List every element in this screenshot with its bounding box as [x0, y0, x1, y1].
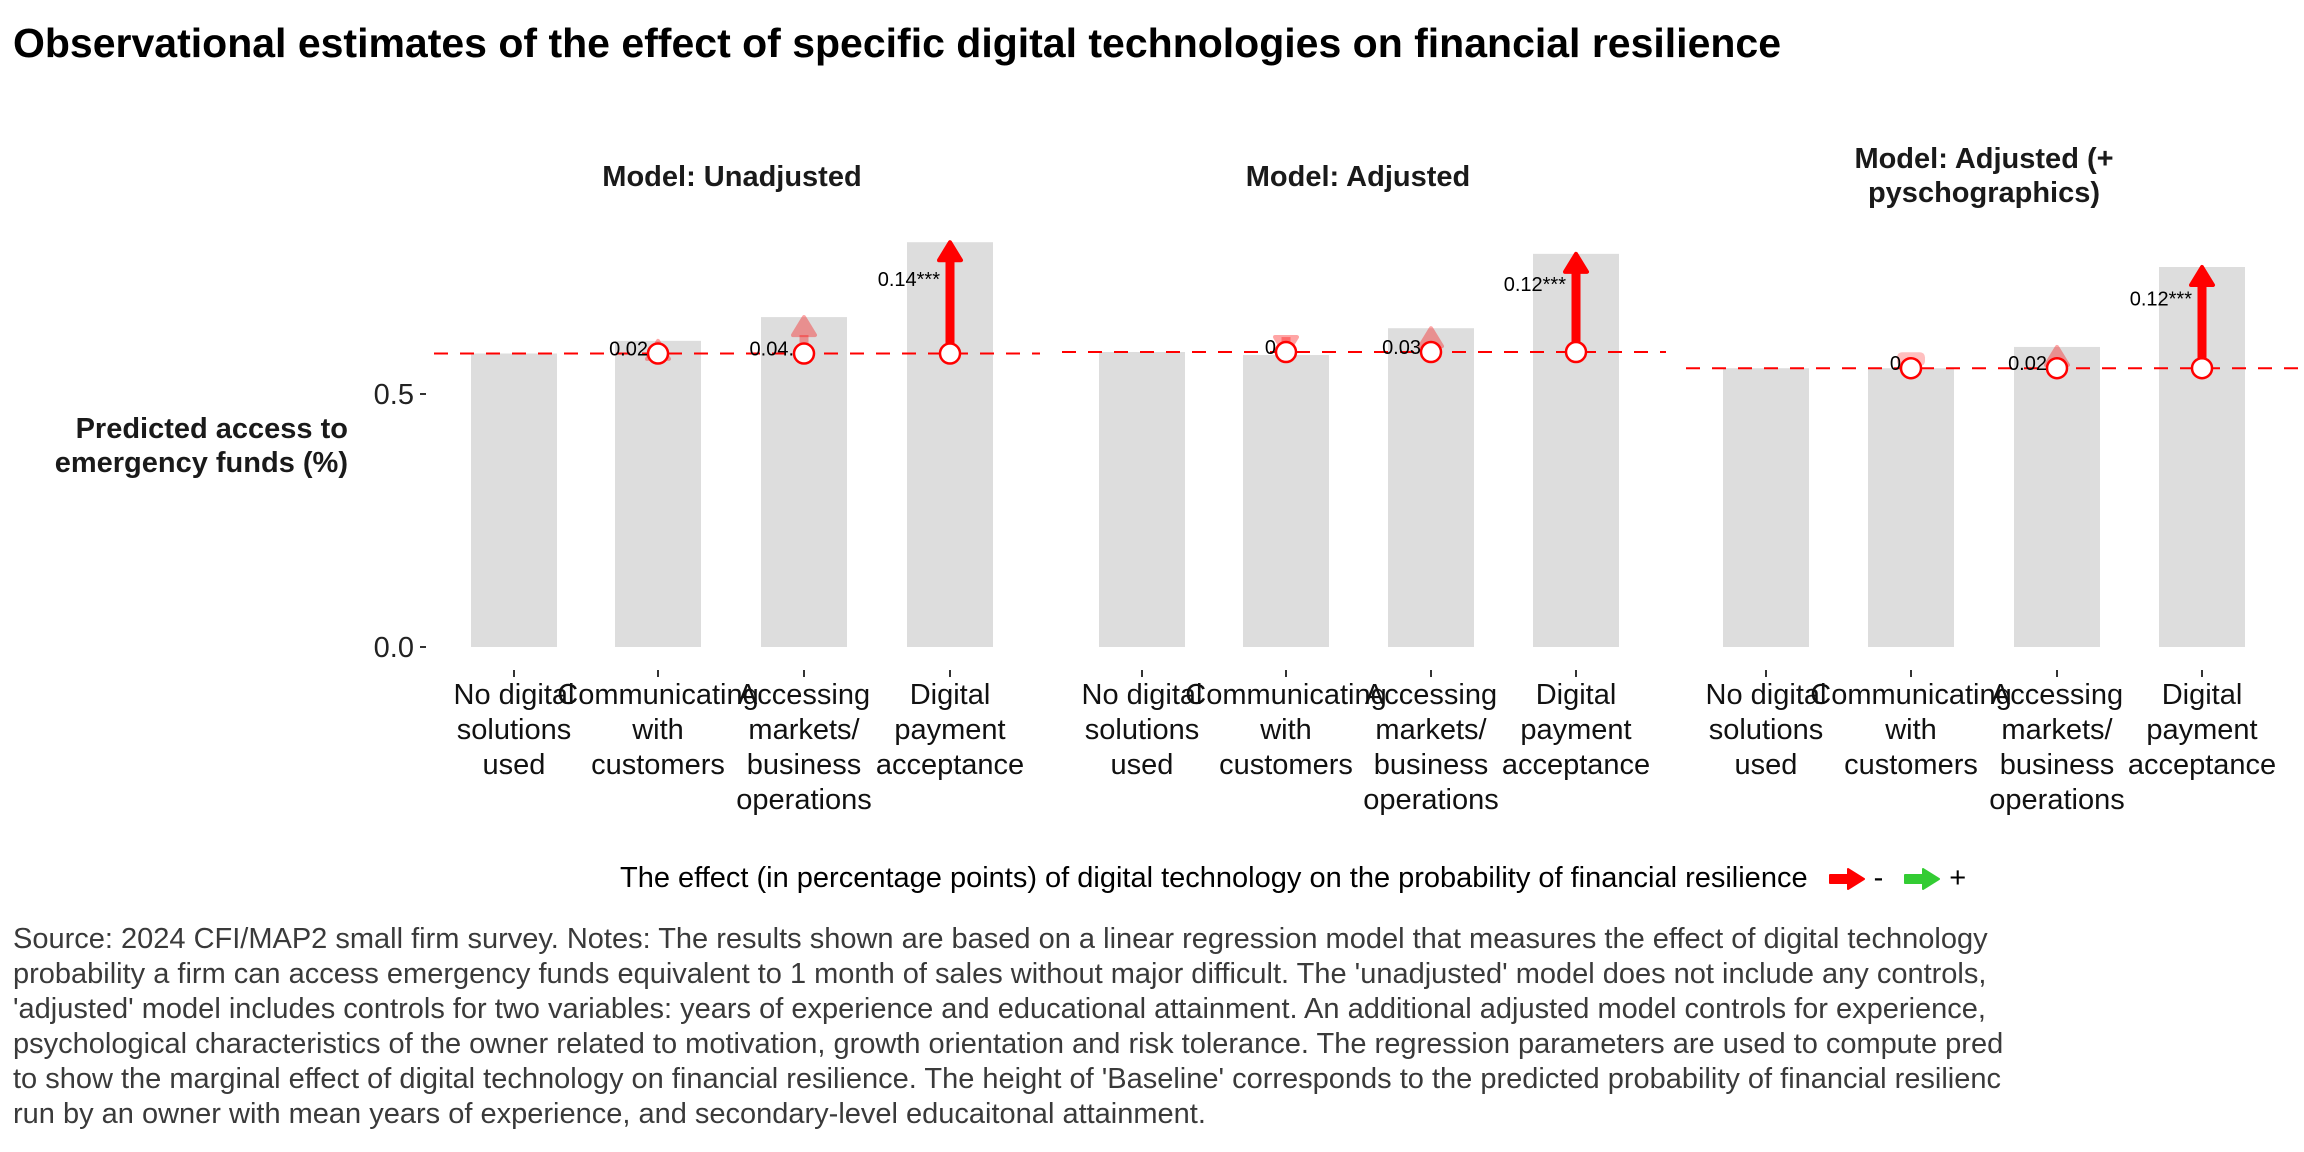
- bar: [1388, 328, 1474, 647]
- legend-label-negative: -: [1873, 862, 1884, 894]
- x-tick-label: customers: [591, 749, 725, 781]
- x-tick-label: solutions: [1709, 714, 1823, 746]
- y-tick-label: 0.5: [374, 379, 414, 411]
- panel-2: Model: Adjusted 0 0.03 0.12*** No digitalsol…: [1062, 161, 1666, 816]
- x-tick-label: operations: [736, 784, 871, 816]
- y-axis-label: Predicted access to: [76, 413, 348, 445]
- legend-item-negative: -: [1828, 862, 1884, 895]
- panels: Model: Unadjusted 0.02 0.04. 0.14*** No digi…: [434, 143, 2302, 816]
- arrow-right-icon: [1904, 867, 1941, 890]
- panel-title: pyschographics): [1868, 177, 2100, 209]
- effect-arrow-head: [2189, 264, 2215, 287]
- x-tick-label: with: [1884, 714, 1937, 746]
- x-tick-label: operations: [1989, 784, 2124, 816]
- baseline-point: [2045, 356, 2069, 380]
- effect-label: 0: [1265, 337, 1276, 359]
- effect-label: 0: [1890, 353, 1901, 375]
- legend-label-positive: +: [1949, 862, 1967, 894]
- effect-label: 0.14***: [878, 269, 940, 291]
- panel-3: Model: Adjusted (+pyschographics) 0 0.02 0.…: [1686, 143, 2302, 816]
- effect-arrow-head: [937, 240, 963, 263]
- effect-label: 0.04.: [750, 339, 794, 361]
- x-tick-label: markets/: [748, 714, 860, 746]
- x-tick-label: solutions: [1085, 714, 1199, 746]
- x-tick-label: markets/: [1375, 714, 1487, 746]
- baseline-point: [1899, 356, 1923, 380]
- x-tick-label: business: [2000, 749, 2114, 781]
- x-tick-label: business: [1374, 749, 1488, 781]
- bar: [1723, 368, 1809, 647]
- x-tick-label: business: [747, 749, 861, 781]
- x-tick-label: Accessing: [1991, 679, 2123, 711]
- effect-label: 0.12***: [2130, 289, 2192, 311]
- baseline-point: [1419, 340, 1443, 364]
- x-tick-label: Communicating: [557, 679, 758, 711]
- chart-title: Observational estimates of the effect of…: [13, 20, 1782, 66]
- x-tick-label: with: [631, 714, 684, 746]
- x-tick-label: Accessing: [738, 679, 870, 711]
- x-tick-label: operations: [1363, 784, 1498, 816]
- x-tick-label: payment: [2146, 714, 2257, 746]
- x-tick-label: acceptance: [2128, 749, 2276, 781]
- x-tick-label: Communicating: [1185, 679, 1386, 711]
- x-tick-label: customers: [1219, 749, 1353, 781]
- bar: [615, 340, 701, 647]
- arrow-right-icon: [1828, 867, 1865, 890]
- x-tick-label: payment: [1520, 714, 1631, 746]
- panel-title: Model: Adjusted (+: [1854, 143, 2113, 175]
- legend-item-positive: +: [1903, 862, 1966, 895]
- baseline-point: [938, 342, 962, 365]
- effect-label: 0.02: [2008, 353, 2047, 375]
- x-tick-label: solutions: [457, 714, 571, 746]
- legend-title: The effect (in percentage points) of dig…: [620, 862, 1808, 894]
- bar: [2014, 346, 2100, 647]
- x-tick-label: acceptance: [1502, 749, 1650, 781]
- x-tick-label: acceptance: [876, 749, 1024, 781]
- x-tick-label: Digital: [910, 679, 991, 711]
- baseline-point: [2190, 356, 2214, 380]
- x-tick-label: markets/: [2001, 714, 2113, 746]
- effect-label: 0.03: [1382, 337, 1421, 359]
- bar: [1099, 352, 1185, 647]
- x-tick-label: used: [1111, 749, 1174, 781]
- x-tick-label: used: [483, 749, 546, 781]
- y-axis-label: emergency funds (%): [55, 447, 348, 479]
- x-tick-label: with: [1259, 714, 1312, 746]
- effect-label: 0.02: [609, 339, 648, 361]
- y-tick-label: 0.0: [374, 632, 414, 664]
- x-tick-label: No digital: [1082, 679, 1203, 711]
- caption: Source: 2024 CFI/MAP2 small firm survey.…: [13, 923, 2004, 1130]
- effect-arrow-head: [1563, 251, 1589, 274]
- effect-arrow-head: [791, 315, 817, 338]
- x-tick-label: payment: [894, 714, 1005, 746]
- legend: The effect (in percentage points) of dig…: [620, 862, 1966, 895]
- baseline-point: [1564, 340, 1588, 364]
- panel-1: Model: Unadjusted 0.02 0.04. 0.14*** No digi…: [434, 161, 1040, 816]
- baseline-point: [646, 342, 670, 365]
- bar: [1243, 355, 1329, 647]
- panel-title: Model: Unadjusted: [602, 161, 861, 193]
- panel-title: Model: Adjusted: [1246, 161, 1470, 193]
- bar: [761, 317, 847, 647]
- effect-label: 0.12***: [1504, 274, 1566, 296]
- x-tick-label: customers: [1844, 749, 1978, 781]
- x-tick-label: Digital: [1536, 679, 1617, 711]
- baseline-point: [792, 342, 816, 365]
- x-tick-label: No digital: [454, 679, 575, 711]
- x-tick-label: used: [1735, 749, 1798, 781]
- x-tick-label: No digital: [1706, 679, 1827, 711]
- baseline-point: [1274, 340, 1298, 364]
- x-tick-label: Accessing: [1365, 679, 1497, 711]
- bar: [1868, 368, 1954, 647]
- bar: [471, 353, 557, 647]
- x-tick-label: Communicating: [1810, 679, 2011, 711]
- x-tick-label: Digital: [2162, 679, 2243, 711]
